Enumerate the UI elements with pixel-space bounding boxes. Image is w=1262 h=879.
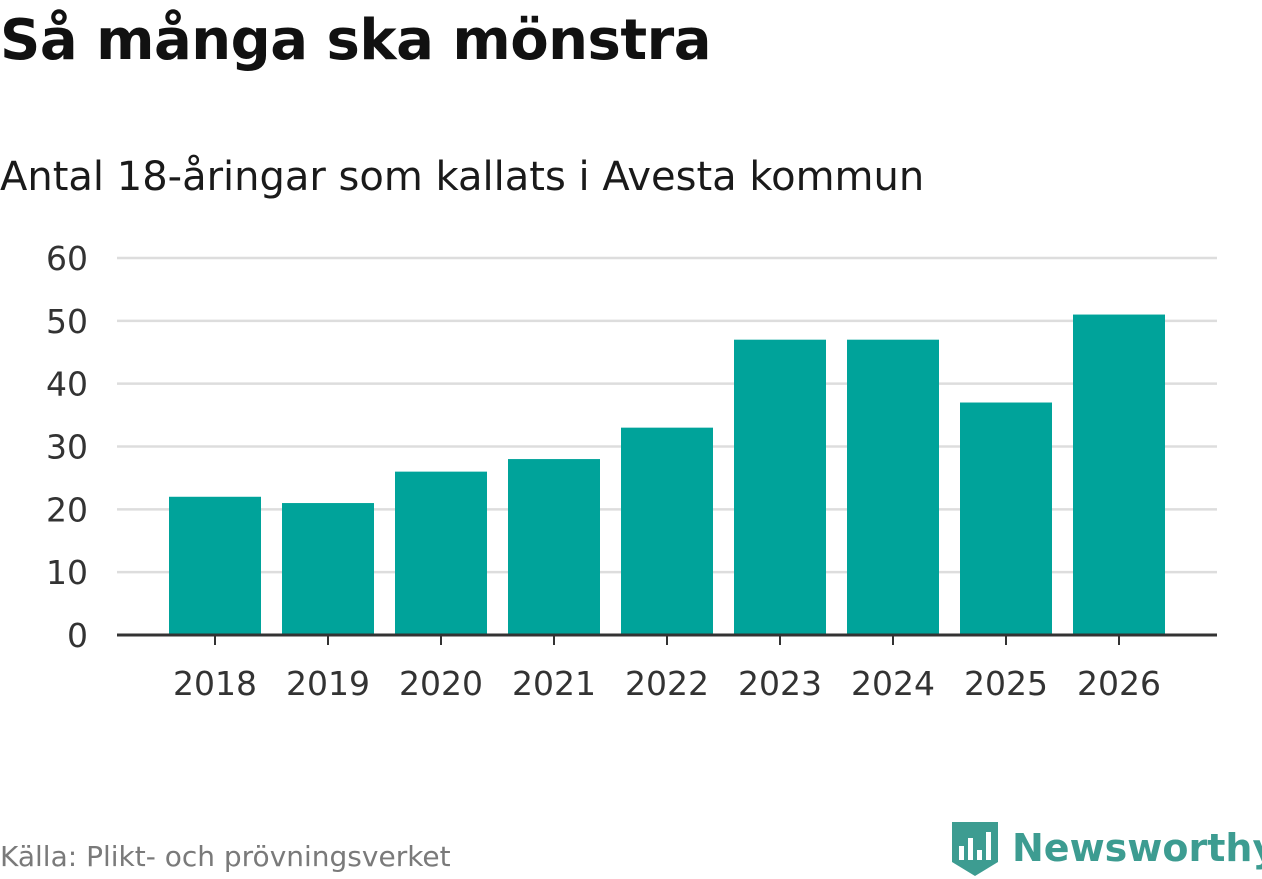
x-tick-label: 2020 [399, 664, 483, 703]
bar-2018 [169, 496, 261, 635]
bar-2022 [621, 427, 713, 635]
y-tick-label: 30 [46, 428, 88, 467]
chart-subtitle: Antal 18-åringar som kallats i Avesta ko… [0, 154, 925, 200]
brand-name: Newsworthy [1012, 826, 1262, 870]
bar-2019 [282, 503, 374, 635]
x-tick-label: 2023 [738, 664, 822, 703]
source-note: Källa: Plikt- och prövningsverket [0, 840, 451, 873]
y-tick-label: 10 [46, 553, 88, 592]
y-tick-label: 50 [46, 302, 88, 341]
x-tick-label: 2021 [512, 664, 596, 703]
bars [169, 314, 1165, 635]
bar-chart-badge-icon [952, 822, 998, 876]
bar-2023 [734, 339, 826, 635]
x-tick-label: 2018 [173, 664, 257, 703]
y-tick-label: 0 [67, 616, 88, 655]
y-tick-label: 40 [46, 365, 88, 404]
bar-2021 [508, 459, 600, 635]
y-tick-label: 20 [46, 490, 88, 529]
axes: 0 10 20 30 40 50 60 2018 2019 2020 2021 2022 2023 202… [46, 239, 1217, 703]
bar-2020 [395, 471, 487, 635]
x-tick-label: 2026 [1077, 664, 1161, 703]
x-tick-label: 2022 [625, 664, 709, 703]
x-tick-label: 2019 [286, 664, 370, 703]
bar-2026 [1073, 314, 1165, 635]
x-tick-label: 2024 [851, 664, 935, 703]
x-tick-label: 2025 [964, 664, 1048, 703]
y-tick-label: 60 [46, 239, 88, 278]
bar-2024 [847, 339, 939, 635]
bar-2025 [960, 402, 1052, 635]
brand-logo: Newsworthy [950, 818, 1262, 878]
chart-title: Så många ska mönstra [0, 8, 712, 73]
